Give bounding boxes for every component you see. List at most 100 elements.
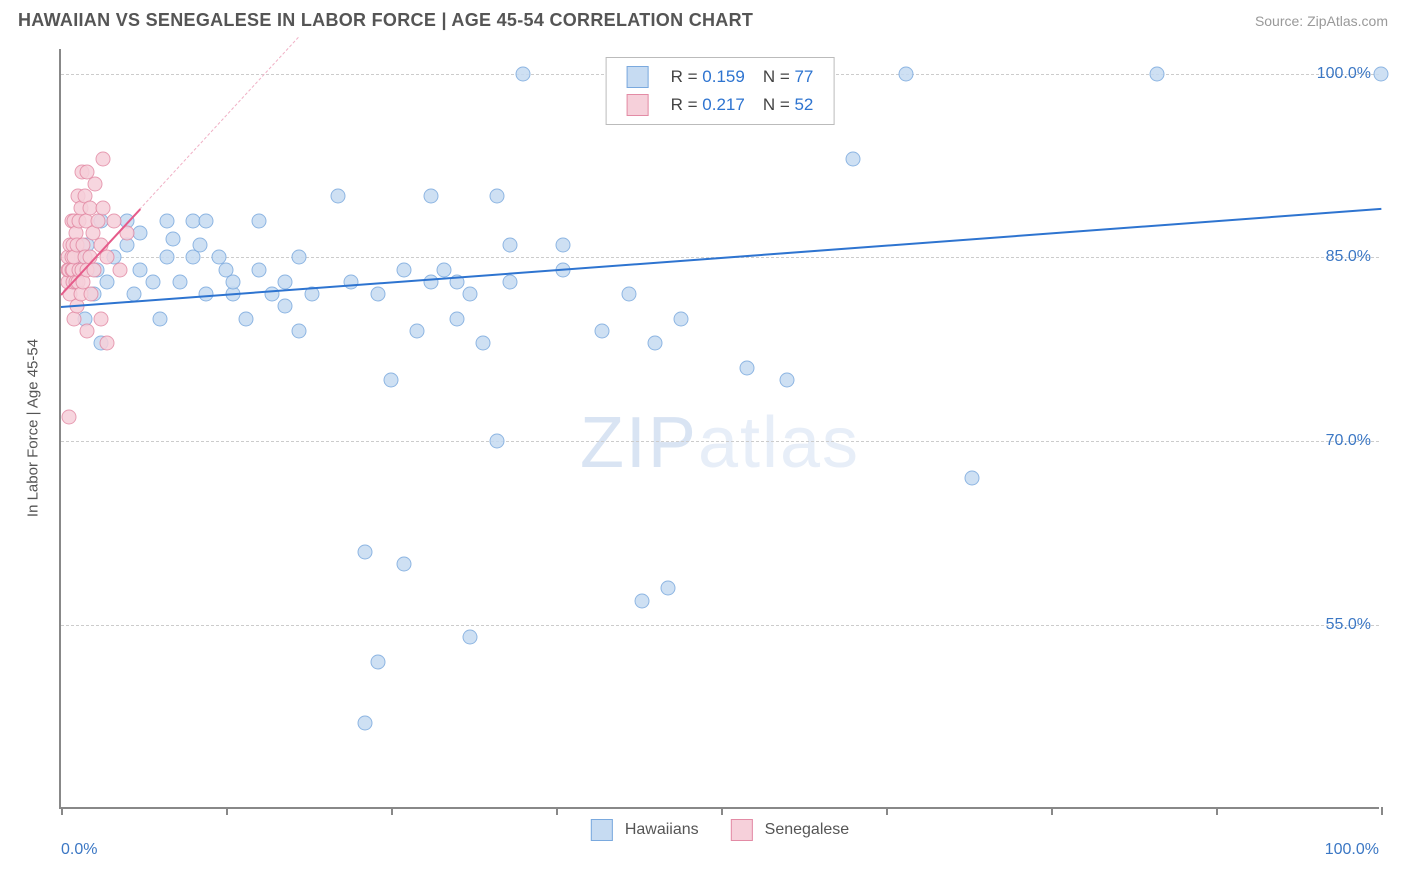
y-tick-label: 100.0% — [1317, 65, 1371, 83]
data-point — [291, 250, 306, 265]
data-point — [846, 152, 861, 167]
data-point — [489, 434, 504, 449]
data-point — [278, 299, 293, 314]
data-point — [61, 409, 76, 424]
x-tick — [721, 807, 723, 815]
y-tick-label: 70.0% — [1326, 432, 1371, 450]
data-point — [450, 311, 465, 326]
data-point — [384, 372, 399, 387]
gridline — [61, 441, 1379, 442]
data-point — [80, 323, 95, 338]
data-point — [166, 232, 181, 247]
data-point — [463, 630, 478, 645]
data-point — [621, 287, 636, 302]
data-point — [595, 323, 610, 338]
chart-source: Source: ZipAtlas.com — [1255, 13, 1388, 29]
x-tick — [1381, 807, 1383, 815]
legend-label: Senegalese — [765, 821, 850, 839]
gridline — [61, 625, 1379, 626]
data-point — [964, 471, 979, 486]
data-point — [84, 287, 99, 302]
data-point — [172, 274, 187, 289]
data-point — [153, 311, 168, 326]
data-point — [238, 311, 253, 326]
y-tick-label: 55.0% — [1326, 616, 1371, 634]
legend-r-value: R = 0.217 — [663, 92, 753, 118]
data-point — [252, 262, 267, 277]
data-point — [410, 323, 425, 338]
data-point — [146, 274, 161, 289]
plot-area: In Labor Force | Age 45-54 ZIPatlas 55.0… — [59, 49, 1379, 809]
legend-r-value: R = 0.159 — [663, 64, 753, 90]
data-point — [88, 176, 103, 191]
data-point — [397, 556, 412, 571]
watermark-text-a: ZIP — [580, 403, 698, 483]
legend-item: Hawaiians — [591, 819, 699, 841]
data-point — [489, 189, 504, 204]
legend-item: Senegalese — [731, 819, 850, 841]
data-point — [516, 66, 531, 81]
legend-swatch — [731, 819, 753, 841]
data-point — [96, 152, 111, 167]
data-point — [192, 238, 207, 253]
data-point — [740, 360, 755, 375]
chart-watermark: ZIPatlas — [580, 402, 860, 484]
data-point — [159, 250, 174, 265]
data-point — [463, 287, 478, 302]
legend-swatch — [627, 66, 649, 88]
data-point — [100, 250, 115, 265]
data-point — [344, 274, 359, 289]
data-point — [357, 716, 372, 731]
legend-swatch — [627, 94, 649, 116]
x-tick-label: 0.0% — [61, 841, 97, 859]
data-point — [106, 213, 121, 228]
data-point — [278, 274, 293, 289]
data-point — [436, 262, 451, 277]
legend-swatch — [591, 819, 613, 841]
legend-label: Hawaiians — [625, 821, 699, 839]
y-tick-label: 85.0% — [1326, 248, 1371, 266]
data-point — [1374, 66, 1389, 81]
chart-header: HAWAIIAN VS SENEGALESE IN LABOR FORCE | … — [0, 0, 1406, 37]
data-point — [100, 336, 115, 351]
x-tick — [226, 807, 228, 815]
data-point — [133, 262, 148, 277]
data-point — [634, 593, 649, 608]
chart-title: HAWAIIAN VS SENEGALESE IN LABOR FORCE | … — [18, 10, 753, 31]
x-tick — [61, 807, 63, 815]
data-point — [370, 654, 385, 669]
data-point — [199, 213, 214, 228]
data-point — [357, 544, 372, 559]
data-point — [555, 238, 570, 253]
data-point — [423, 274, 438, 289]
legend-top: R = 0.159N = 77R = 0.217N = 52 — [606, 57, 835, 125]
x-tick — [1216, 807, 1218, 815]
data-point — [898, 66, 913, 81]
legend-n-value: N = 77 — [755, 64, 822, 90]
data-point — [397, 262, 412, 277]
data-point — [476, 336, 491, 351]
data-point — [502, 274, 517, 289]
data-point — [648, 336, 663, 351]
chart-container: In Labor Force | Age 45-54 ZIPatlas 55.0… — [13, 37, 1393, 867]
data-point — [113, 262, 128, 277]
x-tick — [1051, 807, 1053, 815]
data-point — [93, 311, 108, 326]
legend-bottom: Hawaiians Senegalese — [591, 819, 849, 841]
data-point — [502, 238, 517, 253]
y-axis-title: In Labor Force | Age 45-54 — [25, 339, 42, 517]
data-point — [252, 213, 267, 228]
data-point — [661, 581, 676, 596]
data-point — [159, 213, 174, 228]
data-point — [780, 372, 795, 387]
x-tick-label: 100.0% — [1325, 841, 1379, 859]
data-point — [133, 225, 148, 240]
data-point — [225, 274, 240, 289]
data-point — [423, 189, 438, 204]
data-point — [100, 274, 115, 289]
data-point — [370, 287, 385, 302]
watermark-text-b: atlas — [698, 403, 860, 483]
legend-n-value: N = 52 — [755, 92, 822, 118]
x-tick — [556, 807, 558, 815]
data-point — [331, 189, 346, 204]
